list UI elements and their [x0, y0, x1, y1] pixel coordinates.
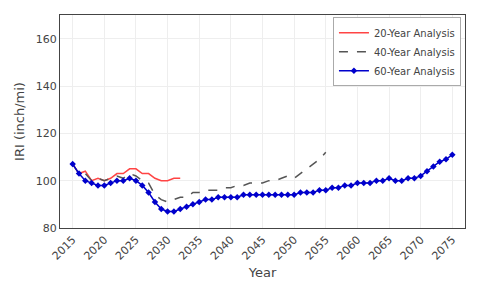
svg-text:2050: 2050 [271, 234, 300, 263]
svg-text:2045: 2045 [240, 234, 269, 263]
svg-text:2065: 2065 [366, 234, 395, 263]
svg-text:2025: 2025 [113, 234, 142, 263]
svg-text:40-Year Analysis: 40-Year Analysis [374, 47, 455, 58]
svg-text:2055: 2055 [303, 234, 332, 263]
svg-text:Year: Year [248, 265, 277, 280]
svg-text:100: 100 [36, 175, 57, 188]
svg-text:2040: 2040 [208, 234, 237, 263]
svg-text:20-Year Analysis: 20-Year Analysis [374, 28, 455, 39]
svg-text:160: 160 [36, 33, 57, 46]
svg-text:2070: 2070 [398, 234, 427, 263]
svg-text:2015: 2015 [50, 234, 79, 263]
svg-text:120: 120 [36, 127, 57, 140]
svg-text:60-Year Analysis: 60-Year Analysis [374, 66, 455, 77]
svg-text:2020: 2020 [81, 234, 110, 263]
svg-text:2030: 2030 [145, 234, 174, 263]
svg-text:2035: 2035 [176, 234, 205, 263]
svg-text:2075: 2075 [429, 234, 458, 263]
svg-text:140: 140 [36, 80, 57, 93]
svg-text:2060: 2060 [334, 234, 363, 263]
svg-text:IRI (inch/mi): IRI (inch/mi) [12, 82, 27, 161]
svg-text:80: 80 [43, 222, 57, 235]
